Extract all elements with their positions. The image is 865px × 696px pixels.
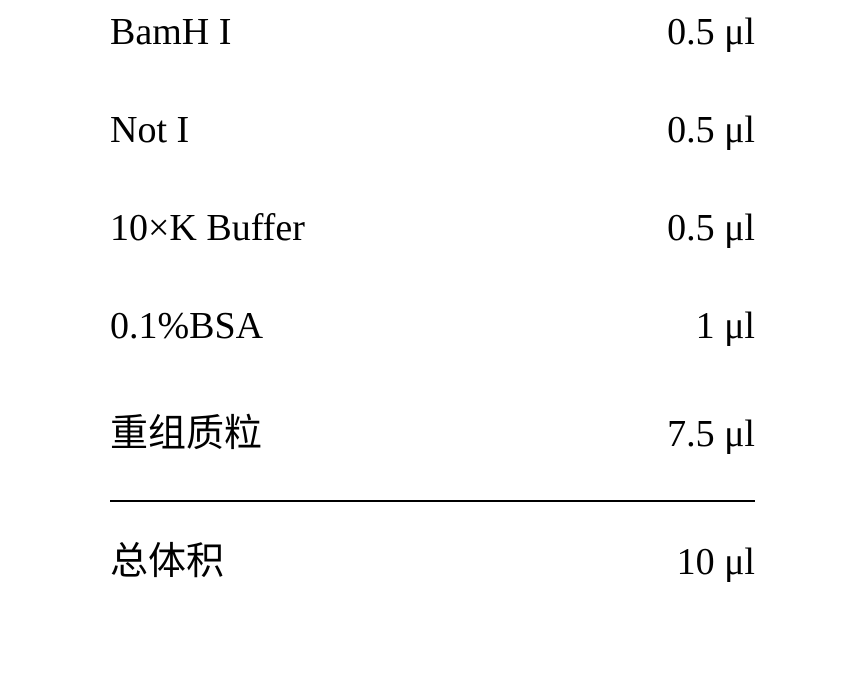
table-row: BamH I 0.5 μl — [110, 10, 755, 108]
reagent-label: Not I — [110, 108, 189, 152]
table-row: 0.1%BSA 1 μl — [110, 304, 755, 402]
table-row: 10×K Buffer 0.5 μl — [110, 206, 755, 304]
reagent-value: 0.5 μl — [667, 108, 755, 152]
total-label: 总体积 — [110, 530, 224, 585]
table-row: 重组质粒 7.5 μl — [110, 402, 755, 500]
reagent-label: 0.1%BSA — [110, 304, 263, 348]
table-total-row: 总体积 10 μl — [110, 500, 755, 640]
table-row: Not I 0.5 μl — [110, 108, 755, 206]
reagent-label: 10×K Buffer — [110, 206, 305, 250]
reagent-value: 7.5 μl — [667, 412, 755, 456]
reagent-value: 1 μl — [696, 304, 755, 348]
reagent-label: BamH I — [110, 10, 231, 54]
total-value: 10 μl — [677, 540, 755, 584]
reagent-value: 0.5 μl — [667, 10, 755, 54]
page: BamH I 0.5 μl Not I 0.5 μl 10×K Buffer 0… — [0, 0, 865, 696]
reagent-value: 0.5 μl — [667, 206, 755, 250]
reagent-table: BamH I 0.5 μl Not I 0.5 μl 10×K Buffer 0… — [110, 10, 755, 640]
reagent-label: 重组质粒 — [110, 402, 262, 457]
